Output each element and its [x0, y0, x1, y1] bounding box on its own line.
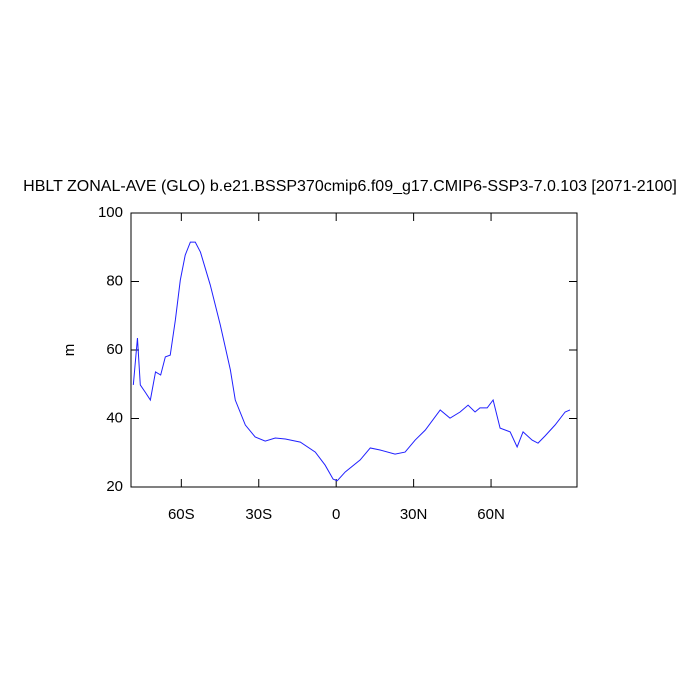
- data-line: [132, 241, 571, 482]
- plot-frame: [130, 212, 578, 488]
- x-tick-label: 60S: [168, 506, 195, 523]
- y-axis-label: m: [61, 344, 78, 357]
- x-tick-label: 0: [332, 506, 340, 523]
- y-tick-label: 20: [106, 478, 123, 495]
- x-tick-label: 60N: [477, 506, 505, 523]
- y-tick-label: 60: [106, 341, 123, 358]
- y-tick-label: 40: [106, 409, 123, 426]
- y-tick-label: 100: [98, 204, 123, 221]
- chart-title: HBLT ZONAL-AVE (GLO) b.e21.BSSP370cmip6.…: [23, 178, 677, 195]
- x-tick-label: 30N: [400, 506, 428, 523]
- y-tick-label: 80: [106, 272, 123, 289]
- x-tick-label: 30S: [245, 506, 272, 523]
